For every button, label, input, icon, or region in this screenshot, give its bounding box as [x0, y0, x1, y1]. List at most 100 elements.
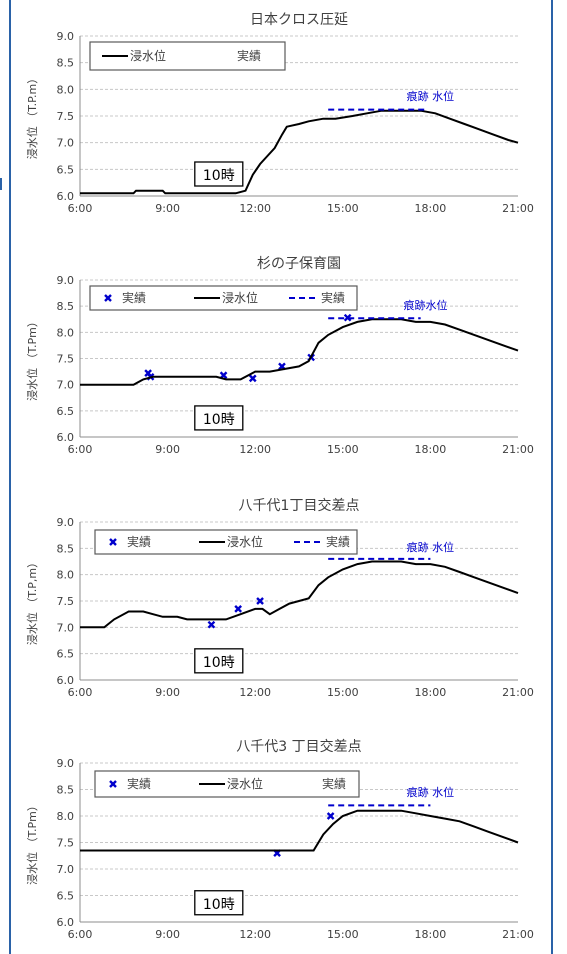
y-tick-label: 7.0 [57, 379, 75, 392]
trace-level-label: 痕跡 水位 [407, 540, 455, 554]
x-tick-label: 15:00 [327, 686, 359, 699]
legend-label: 実績 [321, 290, 345, 305]
y-tick-label: 7.5 [57, 837, 75, 850]
x-tick-label: 21:00 [502, 202, 534, 215]
time-marker-label: 10時 [203, 412, 235, 428]
x-tick-label: 6:00 [68, 202, 93, 215]
y-tick-label: 6.0 [57, 190, 75, 203]
x-tick-label: 21:00 [502, 686, 534, 699]
legend-x-icon [109, 538, 117, 546]
data-point [248, 374, 257, 383]
data-point [207, 620, 216, 629]
legend-label: 浸水位 [130, 48, 166, 63]
y-tick-label: 8.0 [57, 810, 75, 823]
legend-label: 実績 [127, 776, 151, 791]
legend-label: 実績 [322, 776, 346, 791]
y-tick-label: 6.5 [57, 405, 75, 418]
chart-2: 杉の子保育園 6.0 6.5 7.0 7.5 8.0 8.5 9.0 6:00 9:00 12:00… [25, 256, 534, 456]
y-tick-label: 6.5 [57, 890, 75, 903]
page-frame-right [551, 0, 553, 954]
y-tick-label: 7.5 [57, 595, 75, 608]
page-frame-left [9, 0, 11, 954]
y-tick-label: 6.0 [57, 674, 75, 687]
y-tick-label: 8.0 [57, 326, 75, 339]
legend-x-icon [104, 294, 112, 302]
y-axis-label: 浸水位 （T.P.m） [25, 73, 39, 160]
y-tick-label: 7.0 [57, 137, 75, 150]
time-marker-label: 10時 [203, 168, 235, 184]
time-marker-box [194, 648, 244, 674]
series-line-浸水位 [80, 560, 519, 629]
x-tick-label: 6:00 [68, 686, 93, 699]
x-tick-label: 15:00 [327, 202, 359, 215]
data-point [326, 812, 335, 820]
y-axis-label: 浸水位 （T.Pm） [25, 316, 39, 401]
chart-3: 八千代1丁目交差点 6.0 6.5 7.0 7.5 8.0 8.5 9.0 6:00 9:00 12… [25, 497, 534, 699]
legend-label: 実績 [122, 290, 146, 305]
legend-box [94, 529, 358, 555]
time-marker-box [194, 405, 244, 431]
y-tick-label: 6.0 [57, 431, 75, 444]
x-tick-label: 12:00 [239, 928, 271, 941]
y-axis-label: 浸水位 （T.P,m） [25, 557, 39, 645]
time-marker-label: 10時 [203, 655, 235, 671]
legend-label: 浸水位 [227, 534, 263, 549]
time-marker-label: 10時 [203, 897, 235, 913]
x-tick-label: 9:00 [155, 443, 180, 456]
page-edge-mark [0, 178, 2, 190]
y-tick-label: 6.5 [57, 648, 75, 661]
legend-label: 実績 [127, 534, 151, 549]
chart-title: 八千代1丁目交差点 [239, 497, 360, 514]
legend-label: 浸水位 [222, 290, 258, 305]
legend-box [94, 770, 360, 798]
x-tick-label: 12:00 [239, 443, 271, 456]
y-tick-label: 6.0 [57, 916, 75, 929]
x-tick-label: 9:00 [155, 202, 180, 215]
x-tick-label: 18:00 [415, 928, 447, 941]
y-tick-label: 7.5 [57, 353, 75, 366]
x-tick-label: 12:00 [239, 686, 271, 699]
data-point [343, 313, 352, 322]
time-marker-box [194, 161, 244, 187]
legend-label: 浸水位 [227, 776, 263, 791]
y-axis-label: 浸水位 （T.Pm） [25, 800, 39, 885]
chart-title: 八千代3 丁目交差点 [236, 738, 361, 755]
trace-level-label: 痕跡水位 [404, 298, 448, 312]
x-tick-label: 18:00 [415, 686, 447, 699]
time-marker-box [194, 890, 244, 916]
y-tick-label: 7.0 [57, 863, 75, 876]
trace-level-label: 痕跡 水位 [407, 785, 455, 799]
x-tick-label: 6:00 [68, 443, 93, 456]
y-tick-label: 7.5 [57, 110, 75, 123]
chart-4: 八千代3 丁目交差点 6.0 6.5 7.0 7.5 8.0 8.5 9.0 6:00 9:00 1… [25, 738, 534, 941]
legend-label: 実績 [326, 534, 350, 549]
data-point [234, 605, 243, 613]
y-tick-label: 9.0 [57, 757, 75, 770]
chart-title: 日本クロス圧延 [250, 12, 348, 28]
x-tick-label: 9:00 [155, 686, 180, 699]
data-point [256, 597, 264, 605]
chart-title: 杉の子保育園 [257, 256, 341, 272]
x-tick-label: 15:00 [327, 928, 359, 941]
x-tick-label: 12:00 [239, 202, 271, 215]
trace-level-label: 痕跡 水位 [407, 89, 455, 103]
y-tick-label: 9.0 [57, 30, 75, 43]
legend-label: 実績 [237, 48, 261, 63]
series-line-浸水位 [80, 318, 519, 386]
x-tick-label: 9:00 [155, 928, 180, 941]
y-tick-label: 8.5 [57, 300, 75, 313]
series-line-浸水位 [80, 809, 519, 852]
y-tick-label: 8.5 [57, 542, 75, 555]
y-tick-label: 8.5 [57, 57, 75, 70]
x-tick-label: 21:00 [502, 928, 534, 941]
x-tick-label: 21:00 [502, 443, 534, 456]
y-tick-label: 8.5 [57, 784, 75, 797]
y-tick-label: 7.0 [57, 621, 75, 634]
x-tick-label: 6:00 [68, 928, 93, 941]
legend-x-icon [109, 780, 117, 788]
x-tick-label: 18:00 [415, 202, 447, 215]
x-tick-label: 15:00 [327, 443, 359, 456]
y-tick-label: 8.0 [57, 83, 75, 96]
y-tick-label: 9.0 [57, 516, 75, 529]
y-tick-label: 6.5 [57, 163, 75, 176]
